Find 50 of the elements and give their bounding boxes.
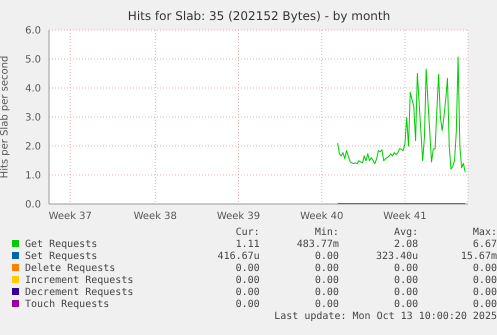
- legend-label: Decrement Requests: [24, 286, 134, 298]
- x-tick-label: Week 39: [216, 211, 260, 222]
- x-tick-label: Week 40: [300, 211, 344, 222]
- chart-title: Hits for Slab: 35 (202152 Bytes) - by month: [126, 9, 392, 23]
- y-tick-label: 6.0: [25, 26, 41, 37]
- text: 15.67m: [460, 250, 497, 262]
- text: 416.67u: [216, 250, 260, 262]
- line-series: [337, 56, 466, 173]
- text: 0.00: [234, 298, 260, 310]
- text: 0.00: [393, 286, 418, 298]
- text: 0.00: [472, 262, 497, 274]
- text: 0.00: [472, 286, 497, 298]
- text: Last update: Mon Oct 13 10:00:20 2025: [273, 310, 497, 322]
- x-tick-label: Week 41: [383, 211, 427, 222]
- text: Min:: [314, 226, 339, 238]
- text: 0.00: [314, 262, 339, 274]
- text: Avg:: [393, 226, 418, 238]
- y-tick-label: 2.0: [25, 142, 41, 153]
- text: 0.00: [472, 298, 497, 310]
- legend-label: Get Requests: [24, 238, 98, 250]
- text: 0.00: [393, 298, 418, 310]
- legend-label: Increment Requests: [24, 274, 134, 286]
- y-tick-label: 0.0: [25, 200, 41, 211]
- y-tick-label: 5.0: [25, 54, 41, 66]
- y-tick-label: 3.0: [25, 112, 41, 124]
- y-tick-label: 1.0: [25, 170, 41, 182]
- legend-label: Set Requests: [24, 250, 98, 262]
- x-tick-label: Week 37: [48, 211, 92, 222]
- x-tick-label: Week 38: [134, 211, 177, 222]
- text: 483.77m: [296, 238, 339, 250]
- text: 1.11: [234, 238, 260, 250]
- text: 0.00: [472, 274, 497, 286]
- text: 6.67: [472, 238, 497, 250]
- text: 2.08: [393, 238, 418, 250]
- text: 0.00: [393, 262, 418, 274]
- text: 0.00: [314, 286, 339, 298]
- text: 0.00: [314, 298, 339, 310]
- text: Cur:: [234, 226, 260, 238]
- y-axis-title: Hits per Slab per second: [0, 56, 11, 178]
- text: 0.00: [314, 250, 339, 262]
- text: 0.00: [393, 274, 418, 286]
- text: 0.00: [234, 286, 260, 298]
- text: Max:: [472, 226, 497, 238]
- text: 323.40u: [374, 250, 418, 262]
- text: 0.00: [234, 262, 260, 274]
- y-tick-label: 4.0: [25, 84, 41, 95]
- text: 0.00: [234, 274, 260, 286]
- legend-label: Touch Requests: [24, 298, 110, 310]
- legend-label: Delete Requests: [24, 262, 116, 274]
- text: 0.00: [314, 274, 339, 286]
